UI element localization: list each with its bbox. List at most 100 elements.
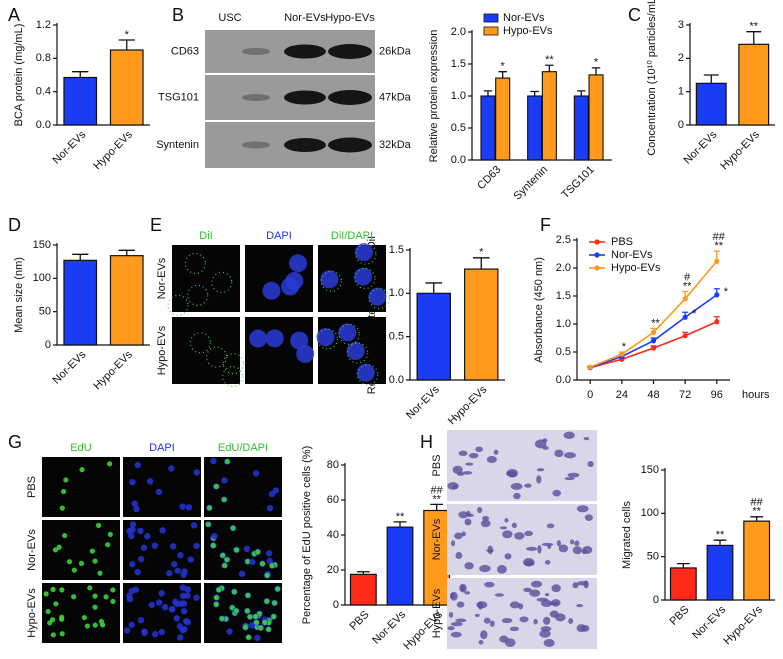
error-bar bbox=[746, 31, 762, 45]
nucleus bbox=[159, 527, 166, 534]
nucleus bbox=[249, 558, 256, 566]
cell bbox=[523, 557, 535, 567]
edu bbox=[253, 619, 260, 626]
column-label: DiI bbox=[199, 230, 212, 242]
nucleus bbox=[158, 628, 166, 636]
bar bbox=[738, 43, 770, 126]
cell bbox=[529, 589, 541, 597]
y-tick-label: 80 bbox=[327, 459, 339, 471]
axis-line bbox=[344, 463, 455, 606]
nucleus bbox=[129, 521, 137, 528]
y-tick-label: 1.5 bbox=[389, 244, 404, 256]
dye bbox=[167, 294, 189, 316]
x-tick-label: Nor-EVs bbox=[370, 608, 408, 646]
y-tick-label: 2.0 bbox=[451, 26, 466, 38]
bar bbox=[480, 95, 496, 161]
error-bar bbox=[713, 539, 727, 546]
nucleus bbox=[129, 560, 136, 568]
nucleus bbox=[123, 627, 131, 634]
y-tick-label: 100 bbox=[33, 272, 51, 284]
y-tick-label: 0.4 bbox=[36, 86, 51, 98]
nucleus bbox=[158, 590, 165, 597]
point bbox=[587, 364, 593, 370]
y-tick-label: 1.5 bbox=[451, 58, 466, 70]
edu bbox=[50, 632, 56, 638]
cell bbox=[569, 539, 575, 545]
edu bbox=[206, 505, 213, 511]
micrograph bbox=[42, 457, 120, 517]
edu bbox=[99, 622, 106, 628]
row-label: Hypo-EVs bbox=[156, 325, 168, 375]
y-axis-label: Migrated cells bbox=[621, 501, 633, 569]
bar bbox=[109, 49, 144, 126]
y-tick-label: 2.5 bbox=[556, 234, 571, 246]
annotation: * bbox=[622, 341, 627, 353]
y-tick-label: 150 bbox=[641, 464, 659, 476]
error-bar bbox=[472, 257, 490, 270]
point bbox=[714, 258, 720, 264]
cell bbox=[464, 518, 472, 526]
y-tick-label: 20 bbox=[327, 564, 339, 576]
nucleus bbox=[252, 470, 260, 477]
cell bbox=[568, 618, 574, 625]
x-tick-label: Hypo-EVs bbox=[446, 383, 490, 427]
cell bbox=[551, 584, 561, 593]
edu bbox=[59, 505, 65, 511]
nucleus bbox=[126, 595, 134, 603]
edu bbox=[258, 625, 264, 631]
nucleus bbox=[262, 281, 281, 300]
bar bbox=[588, 74, 604, 161]
edu bbox=[265, 626, 272, 632]
edu bbox=[271, 600, 278, 606]
edu bbox=[224, 557, 230, 563]
nucleus bbox=[134, 461, 141, 469]
edu bbox=[219, 615, 225, 622]
nucleus bbox=[265, 550, 273, 557]
edu bbox=[230, 525, 236, 531]
cell bbox=[536, 468, 545, 472]
annotation: * bbox=[692, 308, 697, 320]
point bbox=[714, 292, 720, 298]
edu bbox=[66, 559, 73, 565]
row-label: Hypo-EVs bbox=[431, 588, 443, 638]
edu bbox=[107, 531, 113, 537]
edu bbox=[262, 619, 268, 626]
cell bbox=[476, 601, 488, 609]
dye bbox=[222, 353, 244, 375]
annotation: ** bbox=[651, 317, 660, 329]
y-tick-label: 2 bbox=[678, 52, 684, 64]
cell bbox=[524, 530, 534, 537]
dye bbox=[316, 328, 339, 350]
edu bbox=[95, 522, 102, 528]
nucleus bbox=[254, 634, 261, 642]
legend-swatch bbox=[483, 13, 499, 23]
bar bbox=[109, 255, 144, 346]
nucleus bbox=[193, 594, 200, 601]
cell bbox=[448, 611, 454, 618]
cell bbox=[486, 456, 497, 464]
column-label: EdU bbox=[70, 442, 91, 454]
y-tick-label: 60 bbox=[327, 494, 339, 506]
y-tick-label: 50 bbox=[39, 306, 51, 318]
row-label: PBS bbox=[431, 454, 443, 476]
nucleus bbox=[133, 505, 140, 513]
nucleus bbox=[248, 622, 255, 629]
nucleus bbox=[320, 270, 339, 289]
cell bbox=[464, 591, 471, 595]
y-axis-label: Concentration (10¹⁰ particles/mL) bbox=[646, 0, 658, 156]
edu bbox=[205, 521, 211, 527]
error-bar bbox=[591, 67, 601, 75]
nucleus bbox=[368, 287, 387, 306]
legend-swatch bbox=[483, 26, 499, 36]
nucleus bbox=[346, 342, 365, 361]
cell bbox=[563, 431, 575, 439]
error-bar bbox=[356, 571, 370, 575]
blot-band bbox=[242, 141, 270, 149]
point bbox=[682, 333, 688, 339]
bar bbox=[349, 573, 377, 606]
dye bbox=[338, 323, 360, 345]
x-tick-label: Hypo-EVs bbox=[91, 348, 135, 392]
nucleus bbox=[238, 570, 246, 577]
cell bbox=[533, 618, 538, 625]
bar bbox=[695, 82, 727, 126]
